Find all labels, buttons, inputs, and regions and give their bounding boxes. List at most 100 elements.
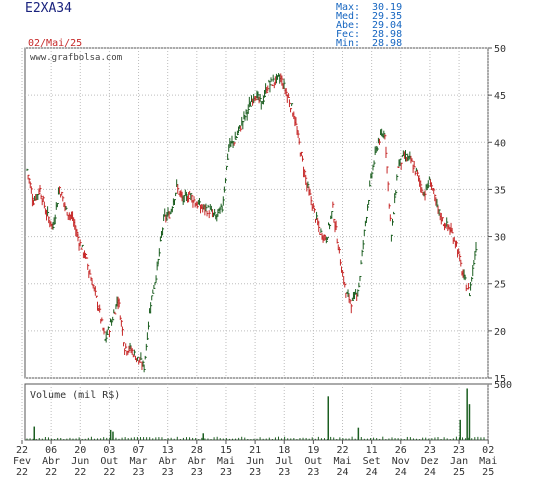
price-bar	[361, 249, 364, 257]
date-tick-label: 23	[191, 467, 203, 478]
price-bar	[264, 90, 267, 98]
price-bar	[472, 265, 475, 277]
date-tick-label: 15	[220, 445, 232, 456]
price-bar	[255, 96, 258, 101]
price-bar	[85, 252, 88, 259]
price-bar	[313, 207, 316, 213]
price-bars	[26, 73, 478, 373]
price-tick-label: 20	[494, 327, 506, 338]
date-tick-label: Abr	[188, 456, 206, 467]
price-bar	[128, 345, 131, 353]
stat-max-value: 30.19	[372, 2, 402, 13]
price-bar	[89, 269, 92, 275]
date-tick-label: 22	[103, 467, 115, 478]
price-bar	[316, 211, 319, 220]
volume-panel	[24, 383, 489, 441]
date-tick-label: 25	[482, 467, 494, 478]
price-bar	[151, 295, 154, 301]
date-tick-label: 22	[74, 467, 86, 478]
price-bar	[145, 343, 148, 351]
price-bar	[242, 121, 245, 130]
price-bar	[304, 169, 307, 178]
price-bar	[362, 240, 365, 250]
price-bar	[342, 270, 345, 277]
price-bar	[386, 166, 389, 174]
price-bar	[397, 166, 400, 168]
price-bar	[107, 326, 110, 330]
stat-abe-label: Abe:	[336, 20, 360, 31]
price-bar	[159, 236, 162, 242]
price-bar	[121, 326, 124, 336]
date-tick-label: Abr	[42, 456, 60, 467]
date-tick-label: 22	[16, 445, 28, 456]
price-bar	[272, 74, 275, 82]
price-bar	[65, 206, 68, 211]
price-bar	[52, 221, 55, 230]
price-tick-label: 15	[494, 374, 506, 385]
price-tick-label: 25	[494, 280, 506, 291]
price-tick-label: 35	[494, 185, 506, 196]
price-bar	[295, 117, 298, 126]
price-bar	[223, 186, 226, 193]
price-bar	[393, 211, 396, 215]
price-bar	[296, 125, 299, 135]
price-bar	[68, 212, 71, 221]
price-bar	[120, 319, 123, 327]
price-bar	[131, 348, 134, 355]
price-bar	[173, 199, 176, 206]
price-bar	[249, 101, 252, 107]
price-bar	[463, 269, 466, 280]
price-bar	[326, 237, 329, 241]
price-bar	[232, 141, 235, 148]
price-bar	[373, 160, 376, 166]
stat-med-label: Med:	[336, 11, 360, 22]
stat-fec-label: Fec:	[336, 29, 360, 40]
price-bar	[169, 211, 172, 215]
price-bar	[190, 193, 193, 201]
price-bar	[103, 327, 106, 335]
price-bar	[470, 281, 473, 291]
price-bar	[42, 195, 45, 202]
price-bar	[80, 247, 83, 250]
date-tick-label: Set	[363, 456, 381, 467]
stat-min-value: 28.98	[372, 38, 402, 49]
price-bar	[222, 196, 225, 206]
date-tick-label: Abr	[159, 456, 177, 467]
price-bar	[268, 79, 271, 83]
price-bar	[367, 204, 370, 211]
volume-title: Volume (mil R$)	[30, 390, 120, 401]
volume-axis: 500	[488, 380, 512, 391]
price-bar	[106, 329, 109, 335]
price-bar	[47, 206, 50, 216]
price-bar	[150, 302, 153, 314]
date-tick-label: 23	[278, 467, 290, 478]
price-bar	[325, 236, 328, 244]
price-bar	[90, 276, 93, 281]
date-tick-label: 24	[395, 467, 407, 478]
price-bar	[219, 206, 222, 214]
ticker-symbol: E2XA34	[25, 1, 72, 16]
price-bar	[108, 329, 111, 338]
price-bar	[473, 260, 476, 266]
price-bar	[226, 165, 229, 171]
price-bar	[458, 248, 461, 255]
price-bar	[48, 216, 51, 224]
price-bar	[421, 187, 424, 193]
price-bar	[191, 194, 194, 203]
price-bar	[359, 275, 362, 282]
price-bar	[363, 229, 366, 237]
stat-max-label: Max:	[336, 2, 360, 13]
price-bar	[364, 220, 367, 227]
price-bar	[95, 295, 98, 298]
price-bar	[154, 282, 157, 286]
price-bar	[94, 286, 97, 296]
price-bar	[40, 194, 43, 200]
price-bar	[329, 224, 332, 230]
price-bar	[318, 220, 321, 233]
price-bar	[123, 342, 126, 347]
price-bar	[171, 206, 174, 213]
price-bar	[35, 194, 38, 201]
price-bar	[198, 198, 201, 206]
price-bar	[29, 181, 32, 189]
price-bar	[227, 153, 230, 160]
